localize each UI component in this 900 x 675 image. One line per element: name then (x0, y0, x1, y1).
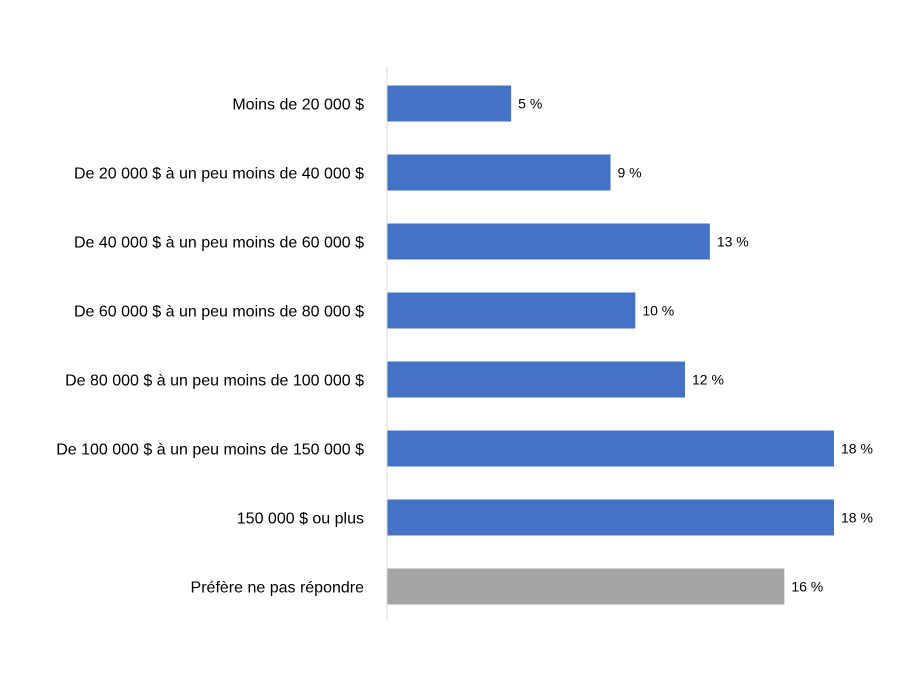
value-label-3: 10 % (642, 303, 674, 319)
bar-7 (387, 568, 785, 605)
value-label-6: 18 % (841, 510, 873, 526)
bar-2 (387, 223, 710, 260)
category-label-3: De 60 000 $ à un peu moins de 80 000 $ (74, 304, 364, 321)
bar-3 (387, 292, 636, 329)
value-label-1: 9 % (618, 165, 642, 181)
category-label-2: De 40 000 $ à un peu moins de 60 000 $ (74, 235, 364, 252)
bar-1 (387, 154, 611, 191)
bar-0 (387, 85, 512, 122)
category-label-7: Préfère ne pas répondre (191, 580, 365, 597)
category-label-5: De 100 000 $ à un peu moins de 150 000 $ (56, 442, 364, 459)
category-labels-group: Moins de 20 000 $ De 20 000 $ à un peu mo… (56, 97, 364, 597)
category-label-4: De 80 000 $ à un peu moins de 100 000 $ (65, 373, 364, 390)
value-label-4: 12 % (692, 372, 724, 388)
bar-6 (387, 499, 834, 536)
value-label-7: 16 % (791, 579, 823, 595)
bar-5 (387, 430, 834, 467)
value-label-2: 13 % (717, 234, 749, 250)
value-label-5: 18 % (841, 441, 873, 457)
bar-4 (387, 361, 685, 398)
value-labels-group: 5 % 9 % 13 % 10 % 12 % 18 % 18 % 16 % (518, 96, 873, 595)
category-label-1: De 20 000 $ à un peu moins de 40 000 $ (74, 166, 364, 183)
category-label-6: 150 000 $ ou plus (237, 511, 364, 528)
bars-group (387, 85, 834, 605)
category-label-0: Moins de 20 000 $ (232, 97, 364, 114)
value-label-0: 5 % (518, 96, 542, 112)
